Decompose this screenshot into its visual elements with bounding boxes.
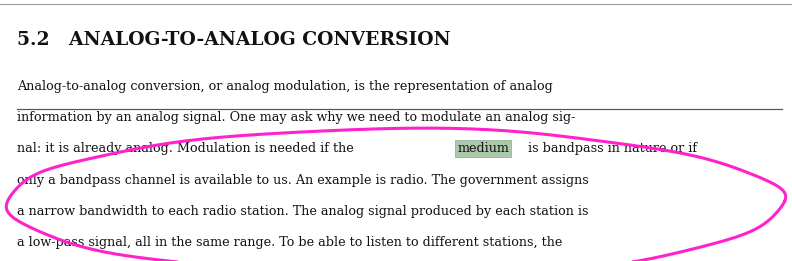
- Text: 5.2   ANALOG-TO-ANALOG CONVERSION: 5.2 ANALOG-TO-ANALOG CONVERSION: [17, 31, 451, 49]
- Text: only a bandpass channel is available to us. An example is radio. The government : only a bandpass channel is available to …: [17, 174, 589, 187]
- Text: is bandpass in nature or if: is bandpass in nature or if: [524, 142, 697, 155]
- Text: nal: it is already analog. Modulation is needed if the: nal: it is already analog. Modulation is…: [17, 142, 358, 155]
- Text: information by an analog signal. One may ask why we need to modulate an analog s: information by an analog signal. One may…: [17, 111, 576, 124]
- Text: Analog-to-analog conversion, or analog modulation, is the representation of anal: Analog-to-analog conversion, or analog m…: [17, 80, 553, 93]
- Text: medium: medium: [457, 142, 509, 155]
- Text: a narrow bandwidth to each radio station. The analog signal produced by each sta: a narrow bandwidth to each radio station…: [17, 205, 589, 218]
- Text: a low-pass signal, all in the same range. To be able to listen to different stat: a low-pass signal, all in the same range…: [17, 236, 563, 249]
